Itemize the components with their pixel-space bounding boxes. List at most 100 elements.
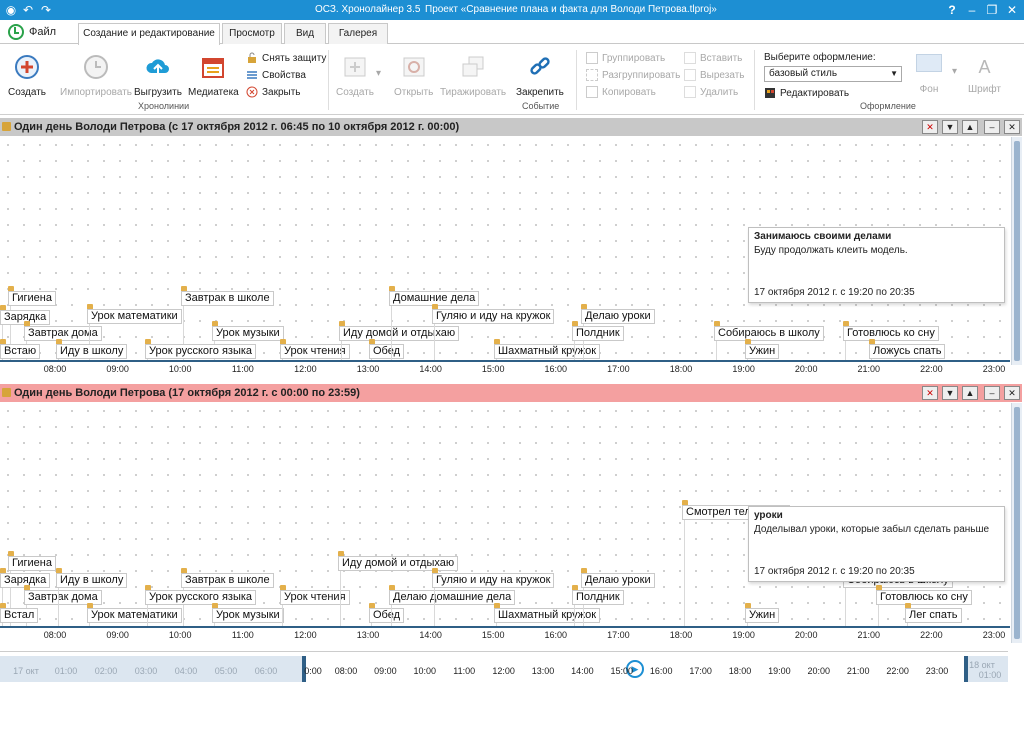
chronoline-header[interactable]: Один день Володи Петрова (17 октября 201… xyxy=(0,384,1022,402)
event-label[interactable]: Встаю xyxy=(0,344,41,359)
delete-chronoline-icon[interactable]: ✕ xyxy=(922,120,938,134)
timeline-plot[interactable]: Гигиена Зарядка Завтрак дома Встаю Урок мате… xyxy=(0,137,1010,360)
close-chronoline-button[interactable]: Закрыть xyxy=(246,86,301,98)
redo-icon[interactable]: ↷ xyxy=(40,3,52,17)
event-callout[interactable]: Занимаюсь своими делами Буду продолжать к… xyxy=(748,227,1005,303)
event-label[interactable]: Готовлюсь ко сну xyxy=(876,590,972,605)
import-button[interactable]: Импортировать xyxy=(60,54,132,98)
collapse-button[interactable]: – xyxy=(984,120,1000,134)
event-label[interactable]: Завтрак дома xyxy=(24,326,102,341)
event-label[interactable]: Домашние дела xyxy=(389,291,480,306)
event-label[interactable]: Завтрак в школе xyxy=(181,573,274,588)
media-library-button[interactable]: Медиатека xyxy=(188,54,239,98)
event-label[interactable]: Делаю домашние дела xyxy=(389,590,516,605)
create-chronoline-button[interactable]: Создать xyxy=(8,54,46,98)
tab-gallery[interactable]: Галерея xyxy=(328,23,388,45)
event-label[interactable]: Гуляю и иду на кружок xyxy=(432,573,555,588)
export-button[interactable]: Выгрузить xyxy=(134,54,182,98)
event-label[interactable]: Завтрак в школе xyxy=(181,291,274,306)
event-label[interactable]: Иду домой и отдыхаю xyxy=(338,556,459,571)
event-label[interactable]: Ужин xyxy=(745,608,780,623)
event-label[interactable]: Лег спать xyxy=(905,608,962,623)
undo-icon[interactable]: ↶ xyxy=(22,3,34,17)
event-label[interactable]: Урок математики xyxy=(87,608,182,623)
event-label[interactable]: Урок математики xyxy=(87,309,182,324)
event-callout[interactable]: уроки Доделывал уроки, которые забыл сдел… xyxy=(748,506,1005,582)
playhead-icon[interactable]: ▶ xyxy=(626,660,644,678)
event-label[interactable]: Собираюсь в школу xyxy=(714,326,824,341)
event-label[interactable]: Ложусь спать xyxy=(869,344,946,359)
copy-button[interactable]: Копировать xyxy=(586,86,656,98)
event-label[interactable]: Готовлюсь ко сну xyxy=(843,326,939,341)
event-label[interactable]: Урок русского языка xyxy=(145,344,257,359)
event-label[interactable]: Шахматный кружок xyxy=(494,344,601,359)
help-icon[interactable]: ? xyxy=(948,3,956,17)
background-dropdown[interactable]: ▾ xyxy=(952,66,957,77)
edit-design-button[interactable]: Редактировать xyxy=(764,87,849,99)
close-button[interactable]: ✕ xyxy=(1006,3,1018,17)
move-up-button[interactable]: ▲ xyxy=(962,386,978,400)
insert-button[interactable]: Вставить xyxy=(684,52,742,64)
group-button[interactable]: Группировать xyxy=(586,52,665,64)
scroll-thumb[interactable] xyxy=(1014,407,1020,639)
timeline-plot[interactable]: Гигиена Зарядка Завтрак дома Встал Иду в шко… xyxy=(0,403,1010,626)
move-up-button[interactable]: ▲ xyxy=(962,120,978,134)
event-label[interactable]: Делаю уроки xyxy=(581,573,655,588)
range-start-handle[interactable] xyxy=(302,656,306,682)
event-label[interactable]: Делаю уроки xyxy=(581,309,655,324)
ungroup-button[interactable]: Разгруппировать xyxy=(586,69,680,81)
restore-button[interactable]: ❐ xyxy=(986,3,998,17)
event-label[interactable]: Гигиена xyxy=(8,291,56,306)
event-label[interactable]: Ужин xyxy=(745,344,780,359)
chronoline-header[interactable]: Один день Володи Петрова (с 17 октября 2… xyxy=(0,118,1022,136)
event-label[interactable]: Встал xyxy=(0,608,39,623)
collapse-button[interactable]: – xyxy=(984,386,1000,400)
delete-button[interactable]: Удалить xyxy=(684,86,738,98)
style-select[interactable]: базовый стиль ▼ xyxy=(764,66,902,82)
range-end-handle[interactable] xyxy=(964,656,968,682)
properties-button[interactable]: Свойства xyxy=(246,69,306,81)
pin-button[interactable]: Закрепить xyxy=(516,54,564,98)
unprotect-button[interactable]: Снять защиту xyxy=(246,52,326,64)
move-down-button[interactable]: ▼ xyxy=(942,120,958,134)
event-label[interactable]: Гигиена xyxy=(8,556,56,571)
close-panel-button[interactable]: ✕ xyxy=(1004,120,1020,134)
event-label[interactable]: Гуляю и иду на кружок xyxy=(432,309,555,324)
replicate-button[interactable]: Тиражировать xyxy=(440,54,506,98)
event-label[interactable]: Иду в школу xyxy=(56,344,128,359)
font-button[interactable]: A Шрифт xyxy=(968,54,1001,95)
event-label[interactable]: Зарядка xyxy=(0,573,51,588)
scroll-thumb[interactable] xyxy=(1014,141,1020,361)
cut-button[interactable]: Вырезать xyxy=(684,69,744,81)
overview-scale[interactable]: ▶ 17 окт 01:00 02:00 03:00 04:00 05:00 06:00 0:… xyxy=(0,651,1008,685)
tab-view[interactable]: Просмотр xyxy=(222,23,282,45)
background-button[interactable]: Фон xyxy=(916,54,942,95)
vertical-scrollbar[interactable] xyxy=(1011,403,1022,643)
move-down-button[interactable]: ▼ xyxy=(942,386,958,400)
event-label[interactable]: Урок музыки xyxy=(212,326,284,341)
event-label[interactable]: Иду в школу xyxy=(56,573,128,588)
file-menu-button[interactable]: Файл xyxy=(8,22,56,42)
event-label[interactable]: Урок музыки xyxy=(212,608,284,623)
event-label[interactable]: Полдник xyxy=(572,590,624,605)
delete-chronoline-icon[interactable]: ✕ xyxy=(922,386,938,400)
create-event-button[interactable]: Создать xyxy=(336,54,374,98)
event-label[interactable]: Обед xyxy=(369,344,405,359)
axis-tick-label: 21:00 xyxy=(857,364,881,374)
event-label[interactable]: Обед xyxy=(369,608,405,623)
close-panel-button[interactable]: ✕ xyxy=(1004,386,1020,400)
close-chronoline-label: Закрыть xyxy=(262,86,301,98)
vertical-scrollbar[interactable] xyxy=(1011,137,1022,365)
event-label[interactable]: Урок чтения xyxy=(280,344,350,359)
tab-create-edit[interactable]: Создание и редактирование xyxy=(78,23,220,45)
event-label[interactable]: Шахматный кружок xyxy=(494,608,601,623)
tab-appearance[interactable]: Вид xyxy=(284,23,326,45)
create-event-dropdown[interactable]: ▾ xyxy=(376,68,381,79)
event-label[interactable]: Урок чтения xyxy=(280,590,350,605)
event-label[interactable]: Полдник xyxy=(572,326,624,341)
event-label[interactable]: Завтрак дома xyxy=(24,590,102,605)
event-label[interactable]: Урок русского языка xyxy=(145,590,257,605)
open-event-button[interactable]: Открыть xyxy=(394,54,433,98)
minimize-button[interactable]: – xyxy=(968,3,976,17)
event-label[interactable]: Иду домой и отдыхаю xyxy=(339,326,460,341)
